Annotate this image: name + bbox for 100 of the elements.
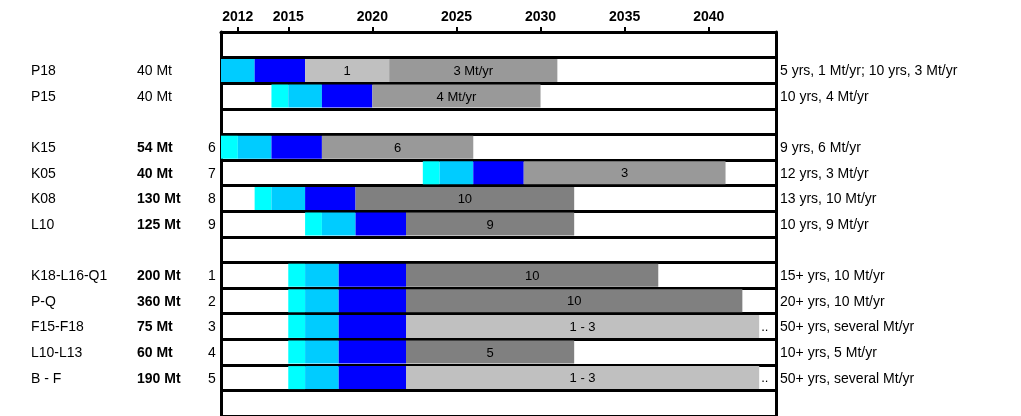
text: 190 Mt	[137, 369, 181, 386]
bar	[321, 84, 373, 108]
bar	[221, 135, 238, 159]
y2-tick-label: 50+ yrs, several Mt/yr	[780, 318, 915, 335]
bar	[338, 340, 406, 364]
bar	[288, 84, 322, 108]
y2-tick-label: 5 yrs, 1 Mt/yr; 10 yrs, 3 Mt/yr	[780, 62, 958, 79]
y-tick-label: K05	[31, 164, 57, 181]
bar	[288, 289, 306, 313]
text: 360 Mt	[137, 292, 181, 309]
y2-tick-label: 12 yrs, 3 Mt/yr	[780, 164, 870, 181]
text: 40 Mt	[137, 164, 174, 181]
bar	[271, 186, 306, 210]
text: 7	[208, 164, 216, 181]
bar	[355, 212, 406, 236]
bar	[271, 135, 322, 159]
bar	[288, 263, 306, 287]
bar	[221, 58, 255, 82]
y2-tick-label: 13 yrs, 10 Mt/yr	[780, 190, 877, 207]
x-tick-label: 2020	[356, 8, 389, 24]
y-tick-label: K18-L16-Q1	[31, 267, 108, 284]
bar	[305, 366, 339, 390]
y-tick-label: P15	[31, 88, 57, 104]
text: 130 Mt	[137, 190, 181, 207]
annotation: 6	[393, 139, 402, 155]
text: 8	[208, 190, 216, 207]
x-tick-label: 2040	[693, 8, 725, 24]
annotation: 1 - 3	[569, 370, 596, 386]
annotation: 10	[457, 190, 473, 206]
bar	[406, 340, 575, 364]
bar	[305, 314, 339, 338]
text: 60 Mt	[137, 344, 174, 360]
bar	[254, 186, 272, 210]
y2-tick-label: 10+ yrs, 5 Mt/yr	[780, 344, 878, 360]
bar	[271, 84, 289, 108]
text: 3	[208, 318, 216, 335]
bar	[473, 161, 524, 185]
x-tick-label: 2030	[524, 8, 557, 24]
y2-tick-label: 50+ yrs, several Mt/yr	[780, 369, 915, 386]
bar	[305, 340, 339, 364]
text: 2	[208, 292, 216, 309]
bar	[321, 212, 356, 236]
y2-tick-label: 9 yrs, 6 Mt/yr	[780, 139, 862, 156]
y2-tick-label: 10 yrs, 9 Mt/yr	[780, 216, 870, 232]
text: 40 Mt	[137, 62, 173, 79]
y2-tick-label: 20+ yrs, 10 Mt/yr	[780, 292, 885, 309]
y-tick-label: L10-L13	[31, 344, 83, 360]
bar	[237, 135, 272, 159]
bar	[305, 186, 356, 210]
y2-tick-label: 10 yrs, 4 Mt/yr	[780, 88, 870, 104]
text: 75 Mt	[137, 318, 174, 335]
bar	[305, 212, 322, 236]
bar	[305, 58, 390, 82]
annotation: 1 - 3	[569, 318, 596, 334]
x-tick-label: 2025	[440, 8, 473, 24]
x-tick-label: 2035	[609, 8, 641, 24]
annotation: 10	[524, 267, 540, 283]
bar	[406, 366, 760, 390]
annotation: 5	[486, 344, 494, 360]
bar	[305, 263, 339, 287]
bar	[422, 161, 440, 185]
bar	[338, 263, 406, 287]
bar	[288, 366, 306, 390]
text: 40 Mt	[137, 88, 173, 104]
bar	[389, 58, 558, 82]
text: 125 Mt	[137, 216, 181, 232]
bar	[406, 289, 743, 313]
bar	[338, 314, 406, 338]
x-tick-label: 2015	[272, 8, 305, 24]
annotation: ..	[761, 318, 769, 334]
y2-tick-label: 15+ yrs, 10 Mt/yr	[780, 267, 885, 284]
bar	[439, 161, 474, 185]
text: 54 Mt	[137, 139, 174, 156]
y-tick-label: K08	[31, 190, 57, 207]
bar	[305, 289, 339, 313]
bar	[338, 289, 406, 313]
annotation: 9	[486, 216, 494, 232]
text: 4	[208, 344, 216, 360]
bar	[406, 263, 659, 287]
y-tick-label: L10	[31, 216, 55, 232]
y-tick-label: P18	[31, 62, 57, 79]
bar	[406, 314, 760, 338]
bar	[254, 58, 306, 82]
y-tick-label: B - F	[31, 369, 62, 386]
bar	[338, 366, 406, 390]
bar	[288, 314, 306, 338]
text: 200 Mt	[137, 267, 181, 284]
annotation: ..	[761, 370, 769, 386]
annotation: 1	[343, 62, 351, 78]
annotation: 10	[566, 293, 582, 309]
text: 9	[208, 216, 216, 232]
text: 5	[208, 369, 216, 386]
text: 6	[208, 139, 216, 156]
y-tick-label: F15-F18	[31, 318, 85, 335]
annotation: 4 Mt/yr	[436, 88, 477, 104]
text: 1	[208, 267, 216, 284]
y-tick-label: K15	[31, 139, 57, 156]
y-tick-label: P-Q	[31, 292, 56, 309]
annotation: 3	[621, 165, 629, 181]
bar	[355, 186, 575, 210]
